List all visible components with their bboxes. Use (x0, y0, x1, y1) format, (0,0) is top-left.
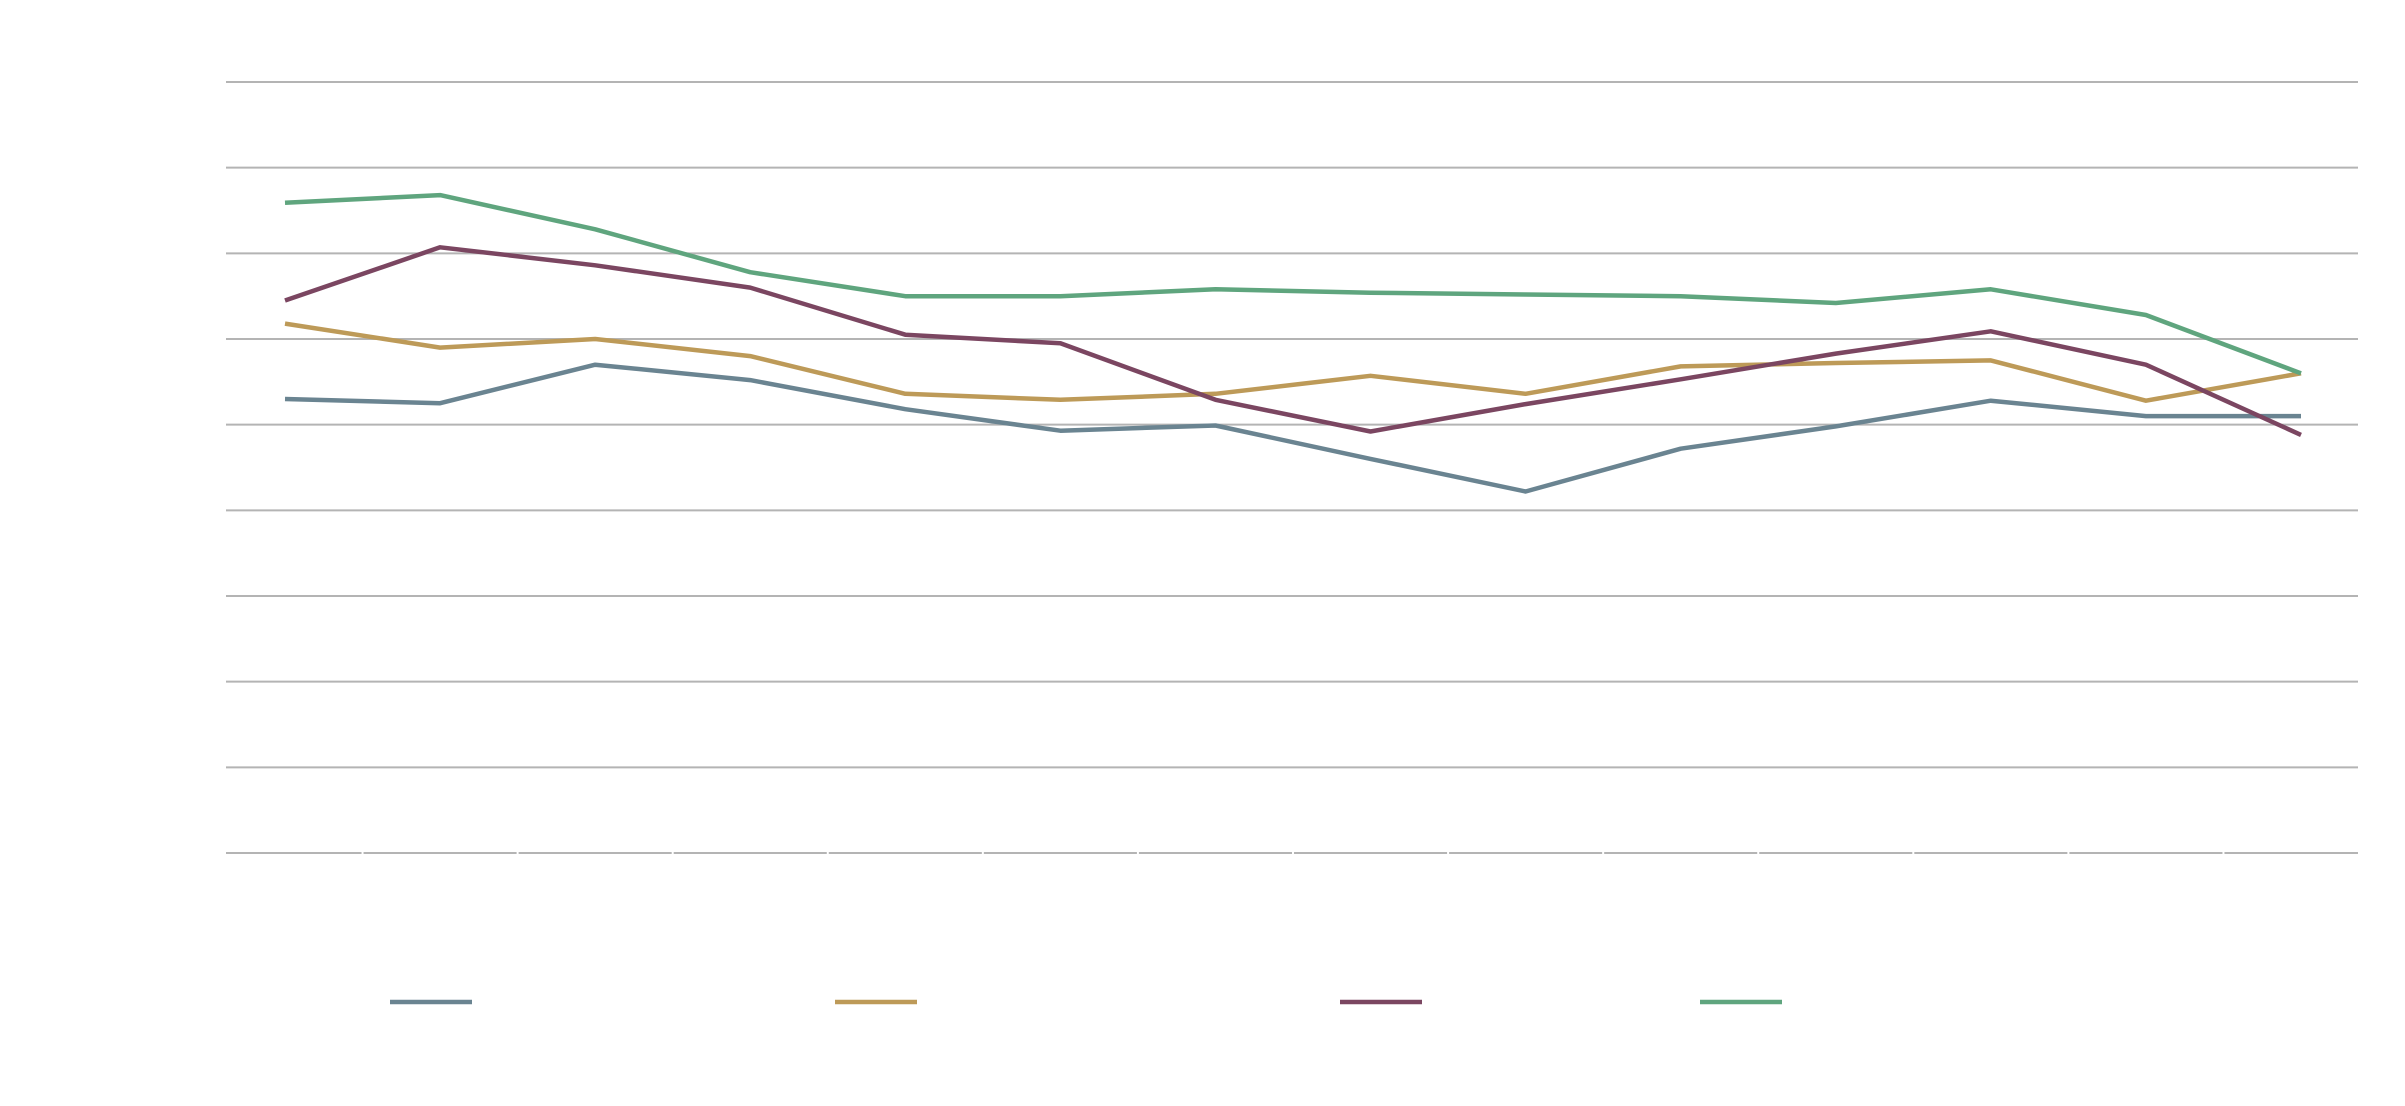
series-line-2 (284, 321, 2302, 403)
series-line-4 (284, 192, 2302, 376)
series-line-1 (284, 362, 2301, 494)
series-line-3 (284, 245, 2302, 437)
grid-layer (226, 81, 2358, 854)
series-layer (284, 192, 2302, 494)
x-axis (361, 852, 2225, 854)
